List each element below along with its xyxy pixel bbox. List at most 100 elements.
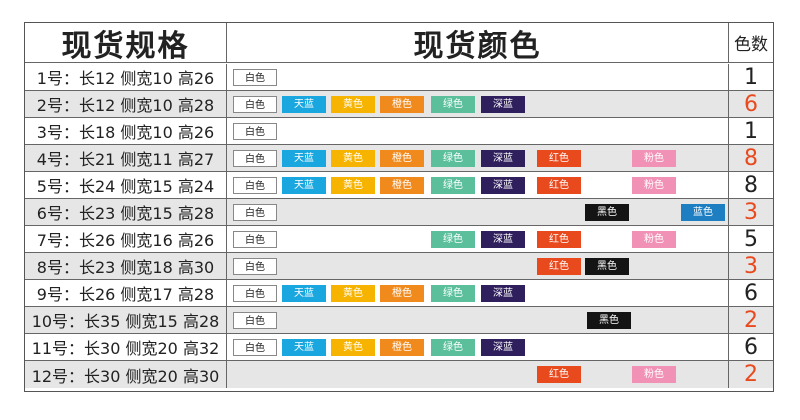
table-row: 3号：长18 侧宽10 高26 白色 1 — [25, 118, 773, 145]
table-row: 1号：长12 侧宽10 高26 白色 1 — [25, 64, 773, 91]
colors-cell: 白色 黑色 蓝色 — [227, 199, 729, 225]
color-count: 1 — [744, 118, 758, 144]
color-chip-green: 绿色 — [431, 339, 475, 356]
spec-cell: 12号：长30 侧宽20 高30 — [25, 361, 227, 388]
spec-cell: 11号：长30 侧宽20 高32 — [25, 334, 227, 360]
color-count: 1 — [744, 64, 758, 90]
header-colors-title: 现货颜色 — [413, 28, 542, 64]
color-chip-deepblue: 深蓝 — [481, 150, 525, 167]
color-chip-deepblue: 深蓝 — [481, 231, 525, 248]
spec-text: 12号：长30 侧宽20 高30 — [31, 366, 220, 386]
color-chip-pink: 粉色 — [632, 177, 676, 194]
colors-cell: 白色 — [227, 118, 729, 144]
count-cell: 1 — [729, 118, 773, 144]
color-chip-orange: 橙色 — [380, 96, 424, 113]
table-row: 8号：长23 侧宽18 高30 白色 红色 黑色 3 — [25, 253, 773, 280]
count-cell: 3 — [729, 253, 773, 279]
color-chip-green: 绿色 — [431, 231, 475, 248]
spec-color-table: 现货规格 现货颜色 色数 1号：长12 侧宽10 高26 白色 1 2号：长12 侧宽… — [24, 22, 774, 392]
color-count: 8 — [744, 145, 758, 171]
color-chip-skyblue: 天蓝 — [282, 339, 326, 356]
colors-cell: 白色 红色 黑色 — [227, 253, 729, 279]
spec-text: 1号：长12 侧宽10 高26 — [36, 69, 215, 88]
color-chip-white: 白色 — [233, 177, 277, 194]
table-row: 9号：长26 侧宽17 高28 白色 天蓝 黄色 橙色 绿色 深蓝 6 — [25, 280, 773, 307]
color-chip-white: 白色 — [233, 123, 277, 140]
color-chip-orange: 橙色 — [380, 177, 424, 194]
color-chip-white: 白色 — [233, 285, 277, 302]
spec-cell: 4号：长21 侧宽11 高27 — [25, 145, 227, 171]
colors-cell: 白色 天蓝 黄色 橙色 绿色 深蓝 — [227, 91, 729, 117]
color-count: 3 — [744, 199, 758, 225]
count-cell: 1 — [729, 64, 773, 90]
color-chip-green: 绿色 — [431, 285, 475, 302]
header-count-cell: 色数 — [729, 23, 773, 62]
header-spec-cell: 现货规格 — [25, 23, 227, 64]
color-chip-pink: 粉色 — [632, 231, 676, 248]
colors-cell: 白色 天蓝 黄色 橙色 绿色 深蓝 — [227, 334, 729, 360]
count-cell: 8 — [729, 145, 773, 171]
color-chip-yellow: 黄色 — [331, 177, 375, 194]
color-chip-deepblue: 深蓝 — [481, 177, 525, 194]
color-chip-deepblue: 深蓝 — [481, 285, 525, 302]
spec-cell: 7号：长26 侧宽16 高26 — [25, 226, 227, 252]
color-count: 3 — [744, 253, 758, 279]
colors-cell: 白色 — [227, 64, 729, 90]
color-chip-white: 白色 — [233, 69, 277, 86]
table-row: 5号：长24 侧宽15 高24 白色 天蓝 黄色 橙色 绿色 深蓝 红色 粉色 8 — [25, 172, 773, 199]
color-chip-black: 黑色 — [585, 258, 629, 275]
header-spec-title: 现货规格 — [61, 28, 190, 64]
color-chip-deepblue: 深蓝 — [481, 339, 525, 356]
color-count: 8 — [744, 172, 758, 198]
color-count: 2 — [744, 362, 758, 387]
color-chip-skyblue: 天蓝 — [282, 150, 326, 167]
count-cell: 6 — [729, 91, 773, 117]
count-cell: 5 — [729, 226, 773, 252]
color-chip-white: 白色 — [233, 312, 277, 329]
table-row: 7号：长26 侧宽16 高26 白色 绿色 深蓝 红色 粉色 5 — [25, 226, 773, 253]
spec-text: 4号：长21 侧宽11 高27 — [36, 150, 215, 169]
table-row: 4号：长21 侧宽11 高27 白色 天蓝 黄色 橙色 绿色 深蓝 红色 粉色 8 — [25, 145, 773, 172]
header-colors-cell: 现货颜色 — [227, 23, 729, 64]
spec-text: 2号：长12 侧宽10 高28 — [36, 96, 215, 115]
color-chip-yellow: 黄色 — [331, 339, 375, 356]
spec-cell: 9号：长26 侧宽17 高28 — [25, 280, 227, 306]
spec-text: 6号：长23 侧宽15 高28 — [36, 204, 215, 223]
color-chip-red: 红色 — [537, 150, 581, 167]
color-chip-white: 白色 — [233, 204, 277, 221]
color-count: 2 — [744, 307, 758, 333]
color-chip-deepblue: 深蓝 — [481, 96, 525, 113]
color-chip-black: 黑色 — [585, 204, 629, 221]
color-chip-red: 红色 — [537, 258, 581, 275]
color-chip-white: 白色 — [233, 339, 277, 356]
color-chip-white: 白色 — [233, 150, 277, 167]
spec-cell: 10号：长35 侧宽15 高28 — [25, 307, 227, 333]
color-chip-red: 红色 — [537, 231, 581, 248]
spec-cell: 2号：长12 侧宽10 高28 — [25, 91, 227, 117]
color-chip-pink: 粉色 — [632, 150, 676, 167]
spec-cell: 6号：长23 侧宽15 高28 — [25, 199, 227, 225]
color-count: 6 — [744, 91, 758, 117]
count-cell: 3 — [729, 199, 773, 225]
color-chip-yellow: 黄色 — [331, 150, 375, 167]
spec-cell: 1号：长12 侧宽10 高26 — [25, 64, 227, 90]
table-row: 12号：长30 侧宽20 高30 红色 粉色 2 — [25, 361, 773, 388]
color-count: 5 — [744, 226, 758, 252]
count-cell: 8 — [729, 172, 773, 198]
spec-cell: 3号：长18 侧宽10 高26 — [25, 118, 227, 144]
color-chip-green: 绿色 — [431, 177, 475, 194]
spec-text: 8号：长23 侧宽18 高30 — [36, 258, 215, 277]
color-chip-green: 绿色 — [431, 150, 475, 167]
header-count-title: 色数 — [734, 35, 768, 55]
count-cell: 6 — [729, 334, 773, 360]
count-cell: 2 — [729, 361, 773, 388]
header-row: 现货规格 现货颜色 色数 — [25, 23, 773, 64]
count-cell: 2 — [729, 307, 773, 333]
table-row: 6号：长23 侧宽15 高28 白色 黑色 蓝色 3 — [25, 199, 773, 226]
table-row: 11号：长30 侧宽20 高32 白色 天蓝 黄色 橙色 绿色 深蓝 6 — [25, 334, 773, 361]
colors-cell: 白色 黑色 — [227, 307, 729, 333]
color-chip-skyblue: 天蓝 — [282, 285, 326, 302]
color-chip-black: 黑色 — [587, 312, 631, 329]
spec-text: 11号：长30 侧宽20 高32 — [31, 339, 220, 358]
colors-cell: 红色 粉色 — [227, 361, 729, 388]
